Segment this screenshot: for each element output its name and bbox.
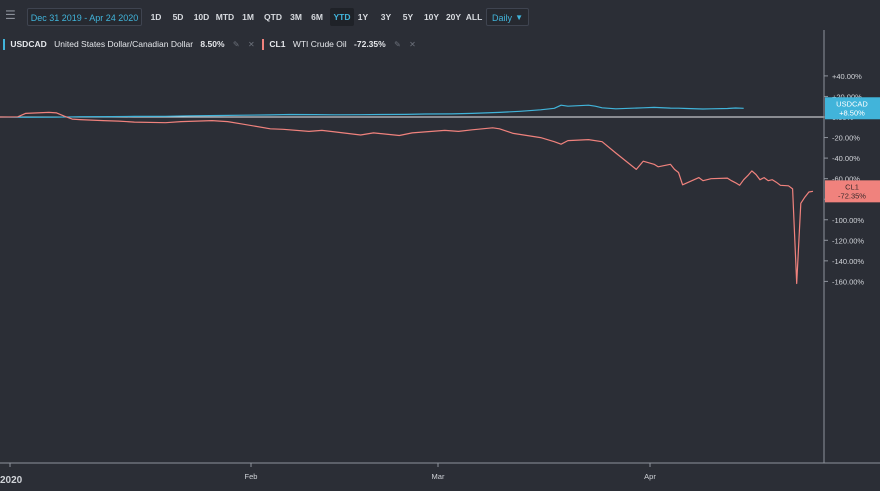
tag-value: +8.50% — [839, 108, 865, 117]
series-line-usdcad[interactable] — [0, 104, 744, 118]
x-tick-label: Feb — [245, 472, 258, 481]
close-icon[interactable]: ✕ — [409, 40, 416, 49]
legend-name: WTI Crude Oil — [292, 39, 347, 49]
legend-value: 8.50% — [200, 39, 225, 49]
period-ytd-button[interactable]: YTD — [330, 8, 354, 26]
y-tick-label: -20.00% — [832, 134, 860, 143]
y-tick-label: -160.00% — [832, 277, 864, 286]
period-1y-button[interactable]: 1Y — [357, 12, 369, 22]
y-tick-label: -120.00% — [832, 236, 864, 245]
period-10d-button[interactable]: 10D — [193, 12, 210, 22]
period-20y-button[interactable]: 20Y — [445, 12, 462, 22]
tag-symbol: CL1 — [845, 182, 859, 191]
last-value-tag-cl1: CL1-72.35% — [825, 180, 880, 203]
period-10y-button[interactable]: 10Y — [423, 12, 440, 22]
period-1m-button[interactable]: 1M — [242, 12, 254, 22]
period-3y-button[interactable]: 3Y — [380, 12, 392, 22]
last-value-tag-usdcad: USDCAD+8.50% — [825, 97, 880, 120]
series-line-cl1[interactable] — [0, 111, 814, 285]
period-3m-button[interactable]: 3M — [290, 12, 302, 22]
y-tick-label: +20.00% — [832, 92, 862, 101]
period-mtd-button[interactable]: MTD — [215, 12, 235, 22]
chevron-down-icon: ▼ — [515, 13, 523, 22]
series-swatch — [262, 39, 264, 51]
series-swatch — [3, 39, 5, 51]
chart-toolbar: ☰ Dec 31 2019 - Apr 24 2020 1D 5D 10D MTD 1M… — [0, 0, 880, 33]
tag-symbol: USDCAD — [836, 99, 868, 108]
period-all-button[interactable]: ALL — [465, 12, 483, 22]
legend-value: -72.35% — [354, 39, 386, 49]
period-5d-button[interactable]: 5D — [172, 12, 184, 22]
chart-style-icon[interactable]: ✎ — [394, 40, 401, 49]
y-tick-label: -60.00% — [832, 175, 860, 184]
legend-name: United States Dollar/Canadian Dollar — [54, 39, 194, 49]
date-range-picker[interactable]: Dec 31 2019 - Apr 24 2020 — [27, 8, 142, 26]
y-tick-label: -100.00% — [832, 216, 864, 225]
close-icon[interactable]: ✕ — [247, 40, 255, 49]
x-tick-label: 2020 — [0, 475, 23, 486]
period-1d-button[interactable]: 1D — [150, 12, 162, 22]
legend-usdcad[interactable]: USDCAD United States Dollar/Canadian Dol… — [3, 36, 255, 52]
legend-cl1[interactable]: CL1 WTI Crude Oil -72.35% ✎ ✕ — [262, 36, 416, 52]
interval-label: Daily — [492, 13, 513, 23]
period-5y-button[interactable]: 5Y — [402, 12, 414, 22]
period-6m-button[interactable]: 6M — [311, 12, 323, 22]
list-settings-icon[interactable]: ☰ — [5, 8, 16, 22]
legend-symbol: CL1 — [269, 39, 286, 49]
x-tick-label: Mar — [432, 472, 445, 481]
chart-style-icon[interactable]: ✎ — [232, 40, 240, 49]
tag-value: -72.35% — [838, 191, 866, 200]
x-tick-label: Apr — [644, 472, 656, 481]
legend-symbol: USDCAD — [10, 39, 47, 49]
period-qtd-button[interactable]: QTD — [264, 12, 282, 22]
y-tick-label: -140.00% — [832, 257, 864, 266]
interval-dropdown[interactable]: Daily ▼ — [486, 8, 529, 26]
y-tick-label: -40.00% — [832, 154, 860, 163]
y-tick-label: +40.00% — [832, 72, 862, 81]
